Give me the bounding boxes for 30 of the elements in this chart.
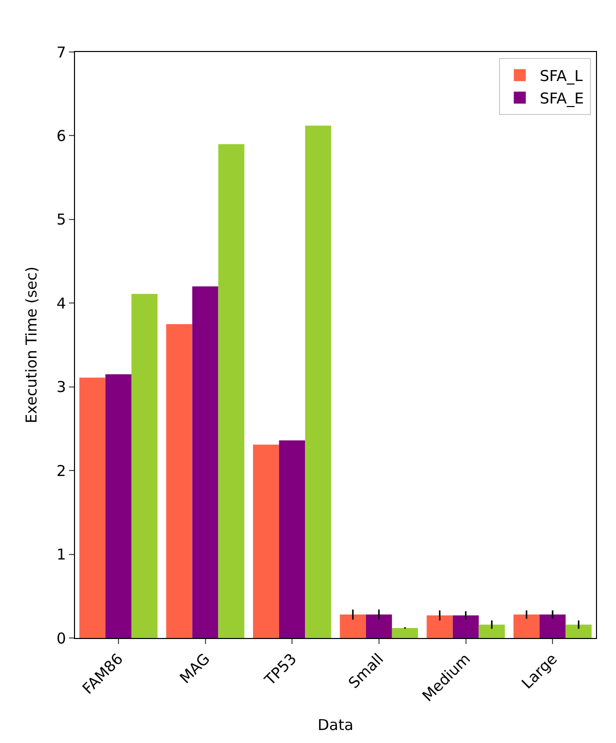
y-tick-label: 5: [56, 210, 66, 229]
y-tick-label: 0: [56, 629, 66, 648]
bar: [166, 324, 192, 638]
bar: [279, 440, 306, 638]
bar: [452, 615, 479, 638]
legend-label: SFA_E: [540, 89, 584, 108]
y-tick-label: 4: [56, 294, 66, 312]
y-tick-label: 1: [56, 546, 66, 564]
y-tick-label: 2: [56, 462, 66, 480]
legend-label: SFA_L: [540, 66, 584, 85]
bar: [426, 615, 453, 638]
bar: [478, 624, 505, 638]
x-axis-title: Data: [318, 716, 354, 734]
bar: [131, 294, 158, 638]
y-axis-title: Execution Time (sec): [22, 266, 41, 424]
y-tick-label: 6: [56, 126, 66, 145]
bar: [366, 614, 392, 638]
bar: [192, 286, 218, 638]
bar: [566, 624, 592, 638]
bar: [79, 378, 106, 638]
bar: [218, 144, 244, 638]
bar: [514, 614, 540, 638]
bar: [392, 628, 418, 638]
bar: [105, 374, 132, 638]
y-tick-label: 3: [56, 378, 66, 396]
y-tick-label: 7: [56, 43, 66, 62]
bar: [540, 614, 566, 638]
bar: [340, 614, 366, 638]
bar: [305, 126, 332, 638]
bar: [253, 444, 280, 638]
